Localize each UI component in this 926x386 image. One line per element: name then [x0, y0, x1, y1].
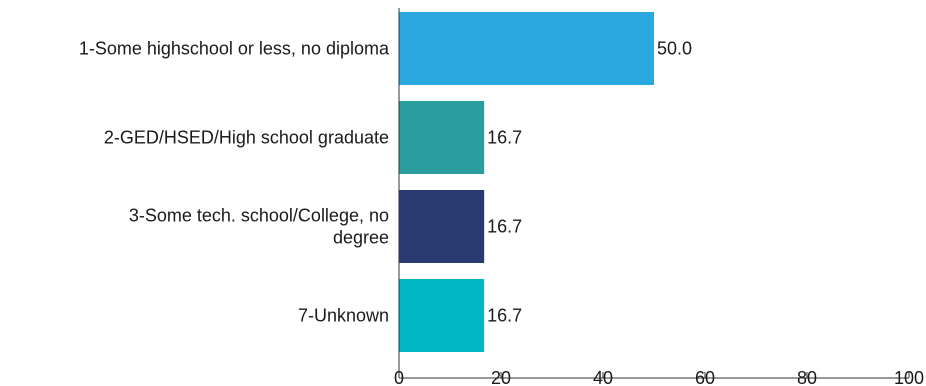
x-tick-label: 40 — [593, 368, 613, 386]
value-label-2: 16.7 — [487, 128, 522, 148]
bars-group — [399, 12, 654, 352]
category-label-line: 7-Unknown — [298, 306, 389, 326]
x-tick-label: 20 — [491, 368, 511, 386]
x-tick-label: 100 — [894, 368, 924, 386]
axes — [398, 8, 909, 379]
category-label-1: 1-Some highschool or less, no diploma — [79, 39, 390, 59]
x-tick-label: 0 — [394, 368, 404, 386]
category-label-3: 3-Some tech. school/College, no degree — [129, 206, 389, 248]
category-label-line: 2-GED/HSED/High school graduate — [104, 128, 389, 148]
category-label-line: 3-Some tech. school/College, no — [129, 206, 389, 226]
category-label-4: 7-Unknown — [298, 306, 389, 326]
category-labels: 1-Some highschool or less, no diploma 2-G… — [79, 39, 390, 326]
x-tick-label: 60 — [695, 368, 715, 386]
bar-1 — [399, 12, 654, 85]
value-label-1: 50.0 — [657, 39, 692, 59]
category-label-2: 2-GED/HSED/High school graduate — [104, 128, 389, 148]
x-tick-label: 80 — [797, 368, 817, 386]
value-label-4: 16.7 — [487, 306, 522, 326]
bar-3 — [399, 190, 485, 263]
category-label-line: degree — [333, 228, 389, 248]
bar-4 — [399, 279, 485, 352]
bar-2 — [399, 101, 485, 174]
value-label-3: 16.7 — [487, 217, 522, 237]
value-labels: 50.0 16.7 16.7 16.7 — [487, 39, 692, 326]
x-ticks: 0 20 40 60 80 100 — [394, 368, 924, 386]
category-label-line: 1-Some highschool or less, no diploma — [79, 39, 390, 59]
